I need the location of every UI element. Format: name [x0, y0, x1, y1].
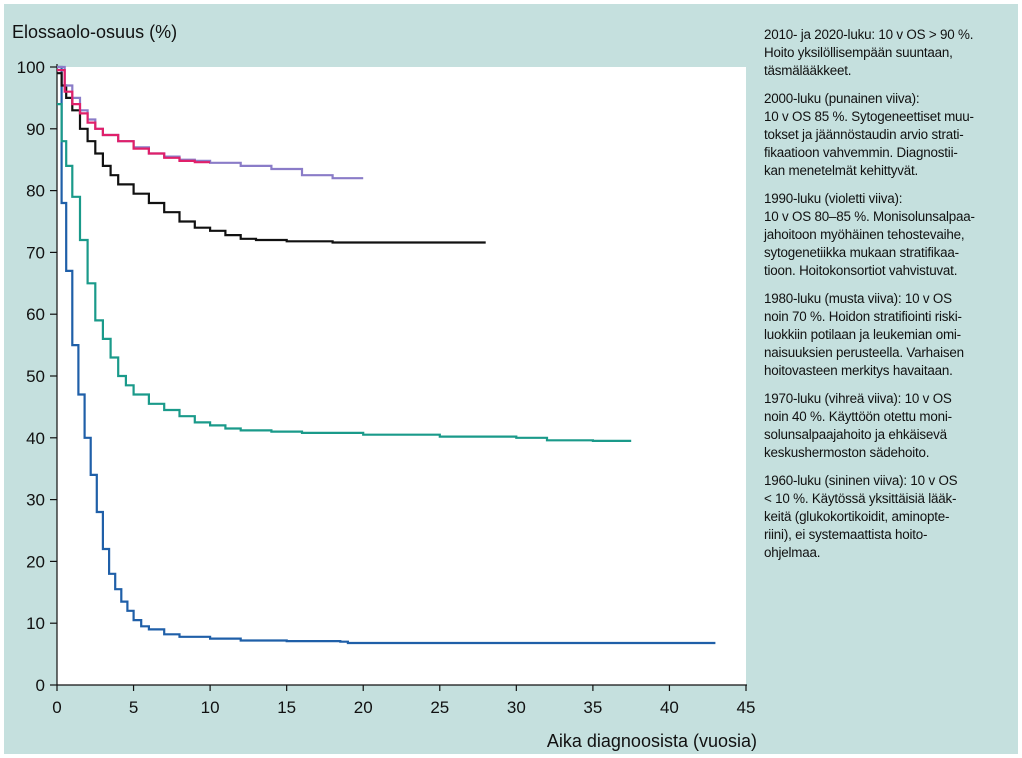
y-axis-label: Elossaolo-osuus (%) [12, 22, 177, 42]
y-tick-label: 100 [17, 58, 45, 77]
x-tick-label: 20 [354, 698, 373, 717]
series-line-0 [57, 65, 716, 645]
x-axis-label: Aika diagnoosista (vuosia) [547, 731, 757, 751]
note-paragraph: 1960-luku (sininen viiva): 10 v OS < 10 … [764, 473, 958, 560]
note-paragraph: 2000-luku (punainen viiva): 10 v OS 85 %… [764, 91, 974, 178]
note-paragraph: 1980-luku (musta viiva): 10 v OS noin 70… [764, 291, 964, 378]
notes-panel: 2010- ja 2020-luku: 10 v OS > 90 %. Hoit… [764, 26, 1020, 572]
y-tick-label: 50 [26, 367, 45, 386]
x-tick-label: 5 [129, 698, 138, 717]
x-tick-label: 45 [737, 698, 756, 717]
y-tick-label: 40 [26, 429, 45, 448]
x-tick-label: 25 [430, 698, 449, 717]
series-line-4 [57, 69, 211, 164]
y-tick-label: 20 [26, 552, 45, 571]
y-tick-label: 60 [26, 305, 45, 324]
x-tick-label: 40 [660, 698, 679, 717]
series-line-1 [57, 103, 632, 442]
x-tick-label: 35 [583, 698, 602, 717]
note-paragraph: 1990-luku (violetti viiva): 10 v OS 80–8… [764, 191, 975, 278]
y-tick-label: 90 [26, 120, 45, 139]
note-paragraph: 1970-luku (vihreä viiva): 10 v OS noin 4… [764, 391, 952, 460]
x-tick-label: 30 [507, 698, 526, 717]
note-paragraph: 2010- ja 2020-luku: 10 v OS > 90 %. Hoit… [764, 27, 974, 78]
y-tick-label: 70 [26, 243, 45, 262]
x-tick-label: 10 [201, 698, 220, 717]
y-tick-label: 0 [36, 676, 45, 695]
y-tick-label: 10 [26, 614, 45, 633]
x-tick-label: 0 [52, 698, 61, 717]
y-tick-label: 30 [26, 491, 45, 510]
y-tick-label: 80 [26, 182, 45, 201]
plot-area [57, 67, 746, 685]
x-tick-label: 15 [277, 698, 296, 717]
